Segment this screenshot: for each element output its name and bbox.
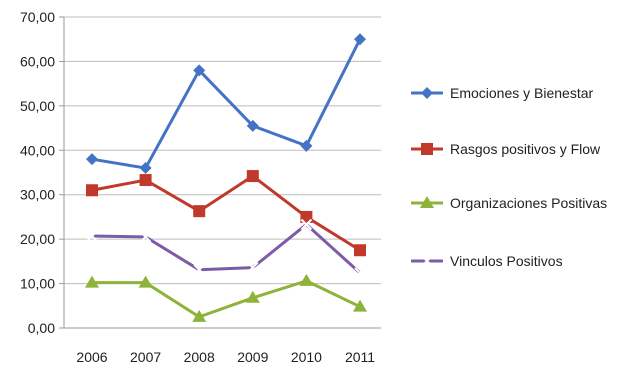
data-point — [86, 153, 98, 166]
y-tick-label: 50,00 — [20, 98, 55, 114]
data-point — [300, 210, 313, 223]
x-tick-label: 2006 — [76, 349, 107, 365]
data-point — [139, 231, 152, 243]
data-point — [300, 139, 313, 152]
y-tick-label: 20,00 — [20, 231, 55, 247]
data-point — [300, 218, 313, 231]
data-point — [247, 261, 259, 274]
series-group — [85, 33, 367, 322]
legend-swatch-rasgos — [411, 143, 443, 155]
data-point — [354, 33, 366, 46]
legend-item-rasgos: Rasgos positivos y Flow — [410, 140, 615, 194]
data-point — [193, 64, 206, 77]
y-tick-label: 10,00 — [20, 276, 55, 292]
data-point — [246, 170, 259, 183]
y-tick-label: 30,00 — [20, 187, 55, 203]
x-tick-labels: 2006 2007 2008 2009 2010 2011 — [76, 349, 375, 365]
data-point — [192, 309, 207, 322]
x-tick-label: 2009 — [237, 349, 268, 365]
series-2 — [85, 273, 367, 322]
legend-item-organizaciones: Organizaciones Positivas — [410, 194, 615, 252]
data-point — [246, 119, 259, 132]
data-point — [353, 299, 367, 312]
series-3 — [86, 218, 366, 279]
data-point — [138, 275, 153, 288]
legend-marker — [421, 87, 433, 99]
data-point — [193, 205, 206, 218]
series-line — [92, 279, 361, 319]
legend-item-emociones: Emociones y Bienestar — [410, 84, 615, 140]
data-point — [354, 267, 366, 279]
y-tick-label: 40,00 — [20, 142, 55, 158]
x-tick-label: 2007 — [130, 349, 161, 365]
data-point — [86, 184, 98, 197]
y-tick-label: 70,00 — [20, 9, 55, 25]
data-point — [245, 290, 260, 303]
data-point — [86, 230, 98, 242]
y-tick-labels: 0,00 10,00 20,00 30,00 40,00 50,00 60,00 70,00 — [20, 9, 55, 336]
legend-marker — [421, 143, 433, 155]
legend-swatch-emociones — [411, 87, 443, 99]
grid-lines — [64, 16, 381, 285]
series-line — [91, 174, 361, 252]
x-tick-label: 2010 — [291, 349, 322, 365]
legend-marker — [420, 196, 434, 208]
series-1 — [86, 170, 366, 257]
data-point — [299, 273, 314, 286]
legend-item-vinculos: Vinculos Positivos — [410, 252, 615, 282]
legend-swatch-organizaciones — [411, 196, 443, 208]
y-tick-label: 0,00 — [28, 320, 55, 336]
legend-label-emociones: Emociones y Bienestar — [450, 85, 594, 101]
legend: Emociones y Bienestar Rasgos positivos y… — [410, 84, 615, 282]
legend-label-vinculos: Vinculos Positivos — [450, 253, 563, 269]
axes — [59, 16, 381, 329]
series-0 — [86, 33, 366, 175]
legend-label-rasgos: Rasgos positivos y Flow — [450, 141, 601, 157]
data-point — [139, 174, 152, 187]
data-point — [193, 264, 205, 276]
legend-marker — [421, 255, 433, 267]
data-point — [139, 162, 152, 175]
x-tick-label: 2011 — [345, 349, 375, 365]
legend-swatch-vinculos — [411, 255, 443, 267]
series-line — [91, 38, 362, 170]
legend-label-organizaciones: Organizaciones Positivas — [450, 195, 608, 211]
series-line — [91, 222, 362, 275]
x-tick-label: 2008 — [184, 349, 215, 365]
y-tick-label: 60,00 — [20, 53, 55, 69]
data-point — [85, 275, 99, 288]
data-point — [354, 244, 366, 257]
